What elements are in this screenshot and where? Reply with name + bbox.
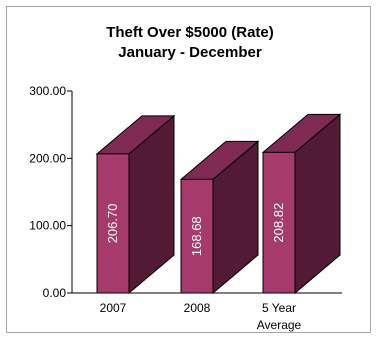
- bar: [96, 153, 130, 294]
- y-tick-label: 300.00: [29, 84, 66, 98]
- y-tick-label: 200.00: [29, 151, 66, 165]
- x-category-label: 5 Year: [262, 301, 296, 315]
- bar: [180, 178, 214, 294]
- x-category-label: 2007: [100, 301, 127, 315]
- bar-value-label: 208.82: [271, 203, 286, 243]
- bar: [262, 151, 296, 294]
- bar-value-label: 206.70: [105, 204, 120, 244]
- x-category-label: 2008: [184, 301, 211, 315]
- y-tick-label: 100.00: [29, 219, 66, 233]
- chart-subtitle: January - December: [118, 44, 262, 61]
- bar-value-label: 168.68: [189, 216, 204, 256]
- x-category-label: Average: [257, 318, 302, 332]
- y-tick-label: 0.00: [43, 286, 67, 300]
- plot-area: 0.00 100.00 200.00 300.00 206.70 168.68 208.82…: [29, 84, 342, 332]
- chart-title: Theft Over $5000 (Rate): [106, 24, 274, 41]
